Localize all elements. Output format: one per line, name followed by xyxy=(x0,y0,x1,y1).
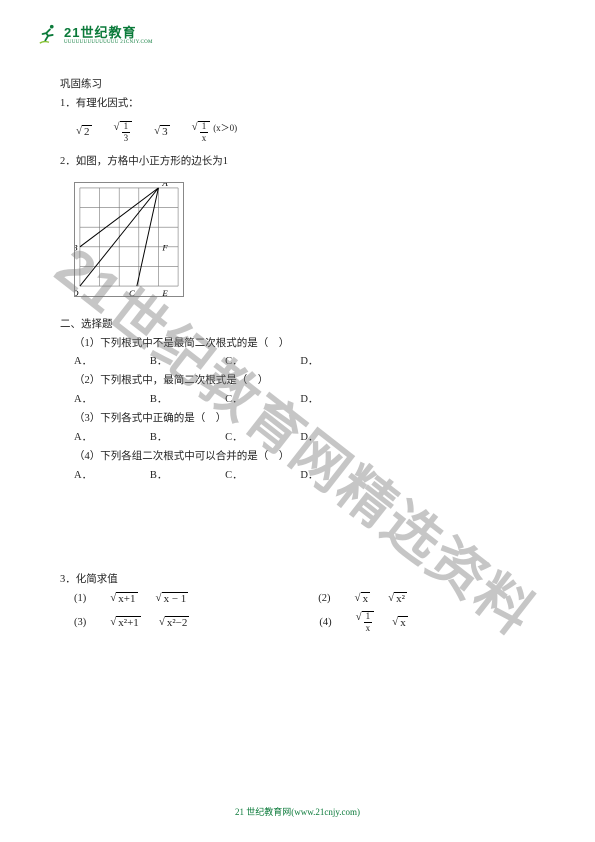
formula-2: √ 1 3 xyxy=(114,121,133,143)
grid-figure: A B F D C E xyxy=(74,182,184,297)
sqrt-body: x xyxy=(361,592,371,605)
expr: √x²+1 xyxy=(110,616,141,629)
options-1: A． B． C． D． xyxy=(74,353,535,371)
svg-text:A: A xyxy=(161,182,168,188)
sqrt-body: x+1 xyxy=(116,592,137,605)
item-label: (1) xyxy=(74,593,86,604)
denominator: 3 xyxy=(122,133,131,143)
question-3: （3）下列各式中正确的是（ ） xyxy=(74,410,535,428)
denominator: x xyxy=(200,133,209,143)
pair-2: (2) √x √x² xyxy=(318,592,407,605)
formula-row-1: √ 2 √ 1 3 √ 3 √ 1 x (x＞0) xyxy=(76,121,535,143)
logo-tagline: UUUUUUUUUUUUUU 21CNJY.COM xyxy=(64,40,153,45)
sqrt-body: x − 1 xyxy=(162,592,189,605)
expr: √x² xyxy=(388,592,407,605)
pair-3: (3) √x²+1 √x²−2 xyxy=(74,611,189,633)
mid-heading: 二、选择题 xyxy=(60,316,535,331)
formula-1: √ 2 xyxy=(76,125,92,138)
fraction: 1 x xyxy=(200,122,209,143)
numerator: 1 xyxy=(364,612,373,623)
condition: (x＞0) xyxy=(213,121,237,134)
denominator: x xyxy=(364,623,373,633)
numerator: 1 xyxy=(200,122,209,133)
fraction: 1x xyxy=(364,612,373,633)
sqrt-body: x² xyxy=(394,592,407,605)
expr: √x xyxy=(355,592,371,605)
question-1: （1）下列根式中不是最简二次根式的是（ ） xyxy=(74,335,535,353)
question-4: （4）下列各组二次根式中可以合并的是（ ） xyxy=(74,448,535,466)
formula-3: √ 3 xyxy=(154,125,170,138)
header-logo: 21世纪教育 UUUUUUUUUUUUUU 21CNJY.COM xyxy=(38,22,153,45)
sqrt-body: x²−2 xyxy=(165,616,190,629)
options-2: A． B． C． D． xyxy=(74,391,535,409)
pair-row-2: (3) √x²+1 √x²−2 (4) √1x √x xyxy=(74,611,535,633)
sqrt-body: 2 xyxy=(82,125,92,138)
sqrt-body: 3 xyxy=(160,125,170,138)
svg-text:C: C xyxy=(129,288,135,297)
options-3: A． B． C． D． xyxy=(74,429,535,447)
svg-text:D: D xyxy=(74,288,79,297)
sqrt-body: 1 x xyxy=(198,121,211,143)
sqrt-body: 1 3 xyxy=(120,121,133,143)
expr: √x²−2 xyxy=(159,616,190,629)
pair-row-1: (1) √x+1 √x − 1 (2) √x √x² xyxy=(74,592,535,605)
svg-text:B: B xyxy=(74,242,78,252)
question-2: （2）下列根式中，最简二次根式是（ ） xyxy=(74,372,535,390)
bottom-heading: 3．化简求值 xyxy=(60,571,535,586)
section-title: 巩固练习 xyxy=(60,76,535,91)
expr: √1x xyxy=(356,611,375,633)
sqrt-body: x²+1 xyxy=(116,616,141,629)
pair-1: (1) √x+1 √x − 1 xyxy=(74,592,188,605)
logo-brand: 21世纪教育 xyxy=(64,22,153,41)
item-label: (3) xyxy=(74,617,86,628)
fraction: 1 3 xyxy=(122,122,131,143)
item-label: (4) xyxy=(319,617,331,628)
sqrt-body: x xyxy=(398,616,408,629)
expr: √x xyxy=(392,616,408,629)
formula-4: √ 1 x (x＞0) xyxy=(192,121,238,143)
page-content: 巩固练习 1．有理化因式： √ 2 √ 1 3 √ 3 √ 1 x xyxy=(60,70,535,635)
svg-text:E: E xyxy=(161,288,168,297)
formula-section-label: 1．有理化因式： xyxy=(60,95,535,113)
numerator: 1 xyxy=(122,122,131,133)
runner-icon xyxy=(38,23,60,45)
page-footer: 21 世纪教育网(www.21cnjy.com) xyxy=(0,805,595,818)
figure-title: 2．如图，方格中小正方形的边长为1 xyxy=(60,153,535,171)
item-label: (2) xyxy=(318,593,330,604)
expr: √x+1 xyxy=(110,592,137,605)
options-4: A． B． C． D． xyxy=(74,467,535,485)
svg-text:F: F xyxy=(161,242,168,252)
sqrt-body: 1x xyxy=(362,611,375,633)
pair-4: (4) √1x √x xyxy=(319,611,407,633)
expr: √x − 1 xyxy=(156,592,189,605)
